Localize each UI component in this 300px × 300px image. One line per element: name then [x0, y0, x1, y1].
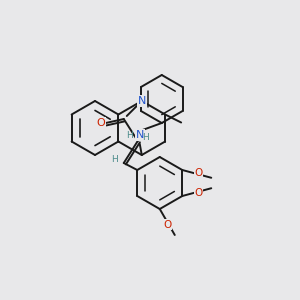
Text: H: H: [126, 131, 133, 140]
Text: O: O: [195, 168, 203, 178]
Text: O: O: [195, 188, 203, 198]
Text: H: H: [142, 133, 149, 142]
Text: O: O: [164, 220, 172, 230]
Text: N: N: [138, 96, 146, 106]
Text: O: O: [96, 118, 105, 128]
Text: H: H: [111, 154, 118, 164]
Text: N: N: [136, 130, 144, 140]
